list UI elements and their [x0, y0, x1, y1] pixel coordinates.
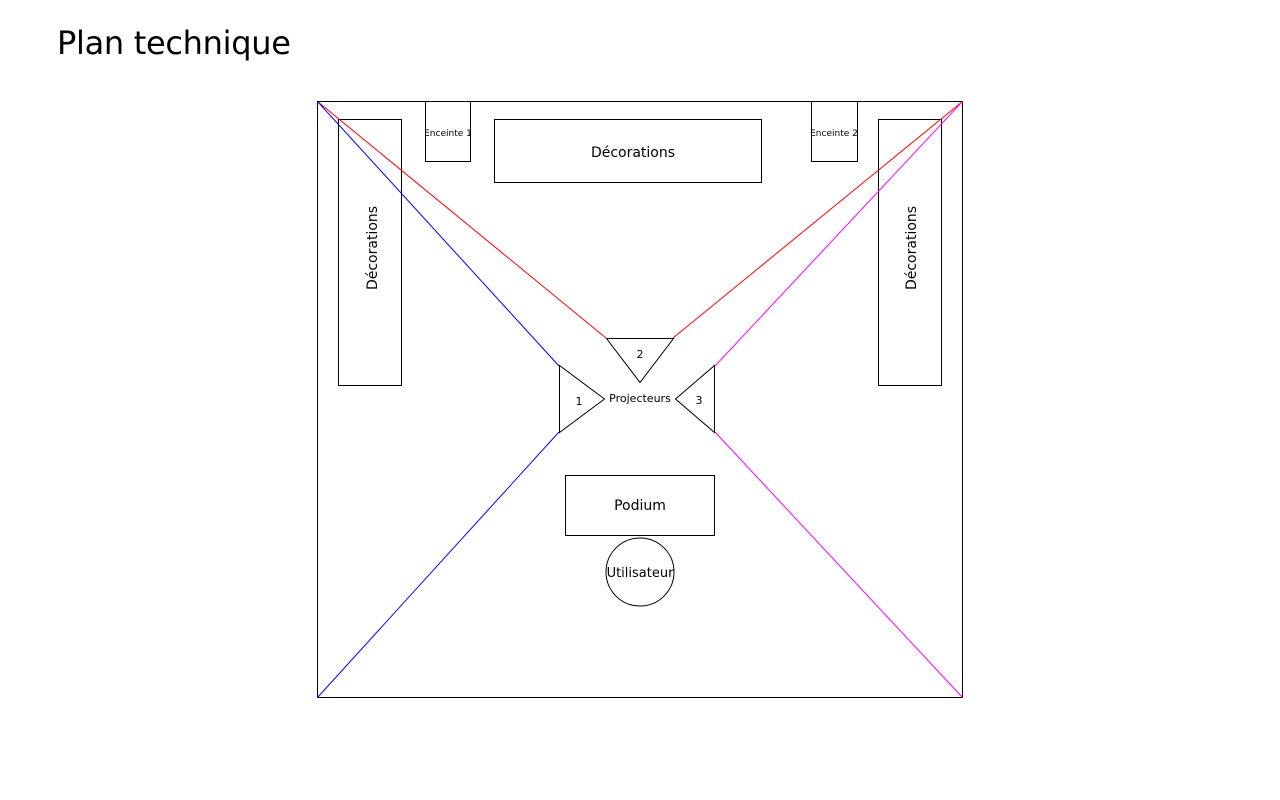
speaker-1-box [425, 101, 471, 162]
decorations-top-label: Décorations [591, 145, 675, 161]
speaker-2-label: Enceinte 2 [810, 129, 858, 139]
projector-2-beam-right [672, 101, 963, 339]
projector-3-shape [674, 364, 715, 434]
decorations-left-box [338, 119, 402, 386]
projector-1-number: 1 [576, 395, 583, 408]
projector-1-beam-bottom [317, 431, 560, 698]
projector-3-beam-top [714, 101, 963, 367]
speaker-1-label: Enceinte 1 [424, 129, 472, 139]
projector-2-beam-left [317, 101, 607, 339]
projector-2-number: 2 [637, 348, 644, 361]
speaker-2-box [811, 101, 858, 162]
projector-3-number: 3 [696, 394, 703, 407]
user-label: Utilisateur [607, 566, 675, 581]
decorations-right-label: Décorations [904, 206, 920, 290]
room-outline [317, 101, 963, 698]
projector-1-shape [559, 364, 606, 434]
projector-1-beam-top [317, 101, 560, 367]
decorations-left-label: Décorations [365, 206, 381, 290]
decorations-top-box [494, 119, 762, 183]
podium-label: Podium [614, 498, 666, 514]
user-circle [605, 537, 675, 607]
projectors-group-label: Projecteurs [609, 392, 671, 405]
page-title: Plan technique [57, 24, 291, 62]
podium-box [565, 475, 715, 536]
decorations-right-box [878, 119, 942, 386]
projector-3-beam-bottom [714, 431, 963, 698]
projector-2-shape [605, 338, 675, 384]
